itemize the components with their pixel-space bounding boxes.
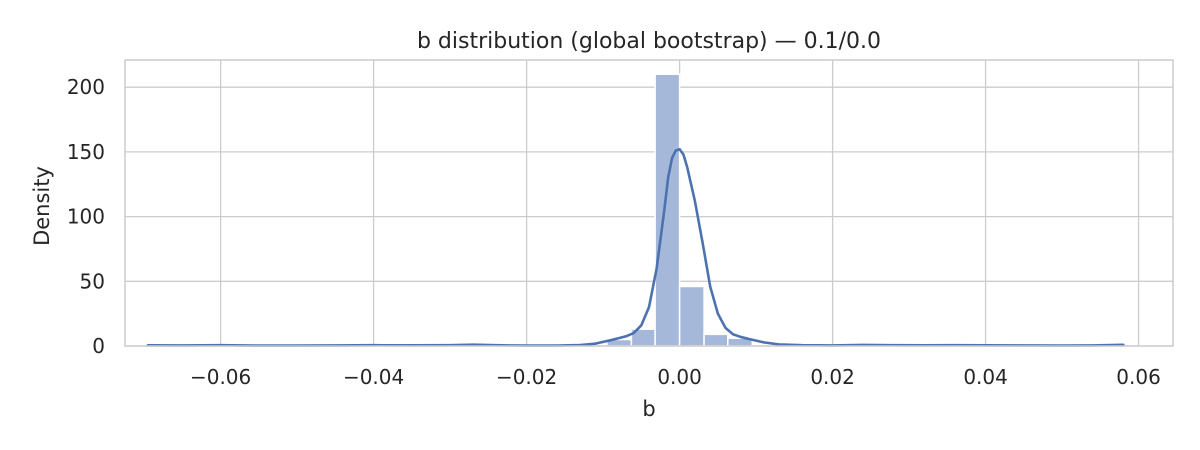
x-tick-label: 0.04 — [963, 365, 1008, 389]
y-tick-label: 100 — [67, 205, 105, 229]
x-axis: −0.06 −0.04 −0.02 0.00 0.02 0.04 0.06 — [190, 365, 1161, 389]
y-tick-label: 150 — [67, 140, 105, 164]
kde-curve-layer — [146, 147, 1125, 347]
y-axis-label: Density — [30, 166, 54, 246]
histogram-bar — [703, 333, 729, 347]
histogram-bar — [654, 73, 681, 347]
grid — [125, 60, 1173, 347]
x-tick-label: −0.04 — [343, 365, 404, 389]
x-tick-label: 0.06 — [1116, 365, 1161, 389]
histogram-bars — [606, 73, 754, 347]
y-tick-label: 50 — [80, 269, 105, 293]
x-tick-label: −0.06 — [190, 365, 251, 389]
plot-frame — [124, 59, 1174, 347]
x-tick-label: 0.00 — [657, 365, 702, 389]
kde-curve — [146, 147, 1125, 347]
x-tick-label: −0.02 — [496, 365, 557, 389]
chart-title: b distribution (global bootstrap) — 0.1/… — [417, 29, 881, 54]
y-tick-label: 0 — [92, 334, 105, 358]
x-tick-label: 0.02 — [810, 365, 855, 389]
x-axis-label: b — [642, 397, 655, 421]
y-axis: 0 50 100 150 200 — [67, 75, 105, 358]
histogram-bar — [678, 285, 705, 347]
y-tick-label: 200 — [67, 75, 105, 99]
